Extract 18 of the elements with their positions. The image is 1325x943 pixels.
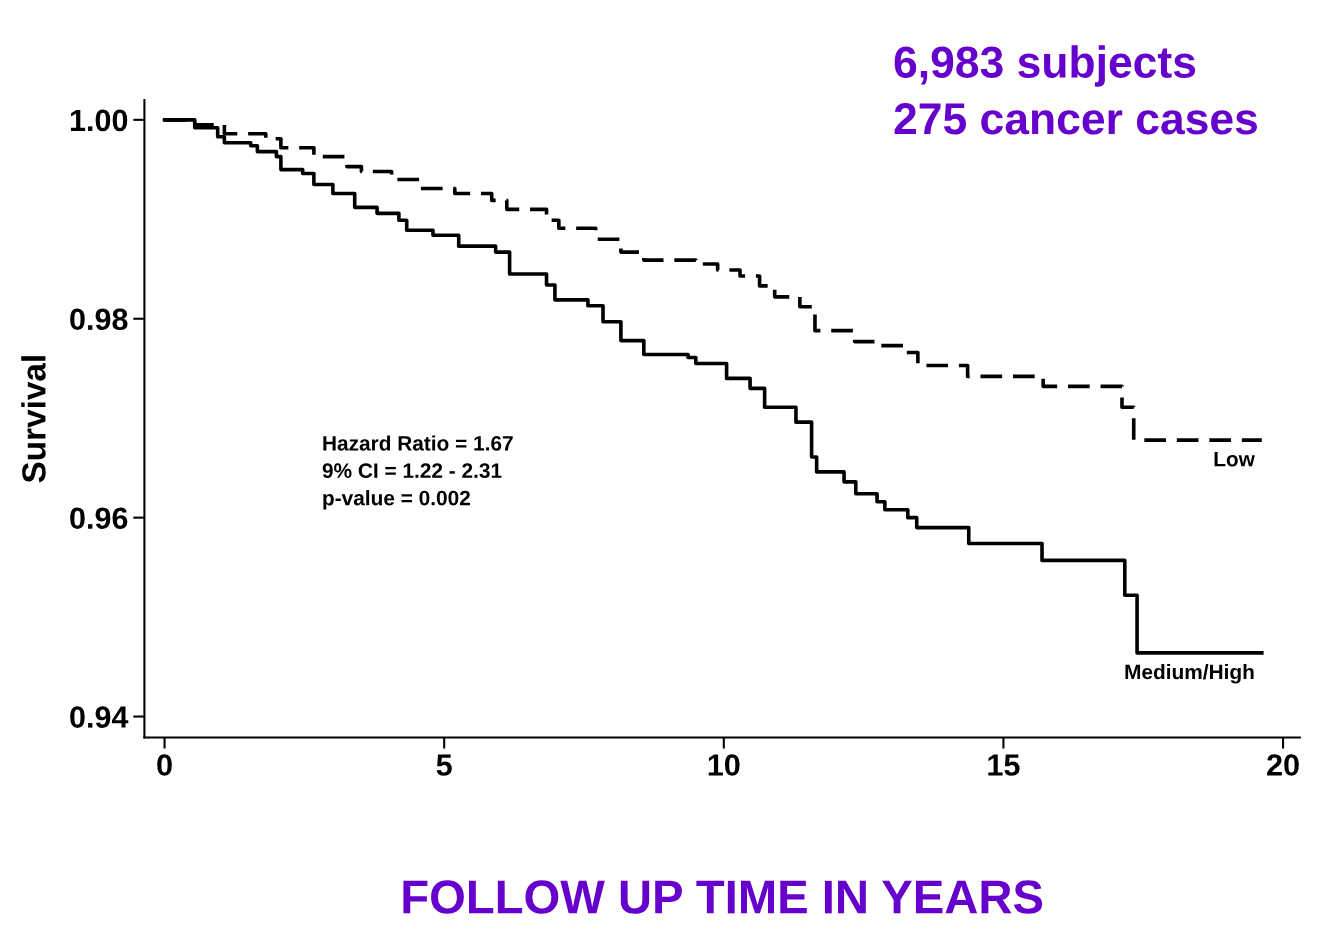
- annotation: p-value = 0.002: [323, 490, 470, 510]
- x-tick-label: 15: [988, 754, 1020, 776]
- annotation: 9% CI = 1.22 - 2.31: [322, 463, 502, 479]
- series-label: Low: [1214, 451, 1255, 467]
- y-axis-title: Survival: [21, 356, 46, 483]
- x-tick-label: 0: [157, 754, 172, 776]
- x-tick-label: 5: [436, 754, 452, 776]
- y-tick-label: 1.00: [70, 109, 128, 132]
- y-tick-label: 0.98: [70, 308, 128, 331]
- annotation: 275 cancer cases: [894, 103, 1257, 135]
- y-tick-label: 0.94: [70, 706, 129, 728]
- annotation: Hazard Ratio = 1.67: [323, 435, 513, 451]
- x-tick-label: 20: [1267, 754, 1299, 776]
- x-tick-label: 10: [708, 754, 740, 776]
- y-tick-label: 0.96: [70, 507, 128, 530]
- x-axis-title: FOLLOW UP TIME IN YEARS: [403, 880, 1043, 914]
- series-label: Medium/High: [1125, 664, 1254, 684]
- text: 6,983 subjects: [894, 45, 1196, 87]
